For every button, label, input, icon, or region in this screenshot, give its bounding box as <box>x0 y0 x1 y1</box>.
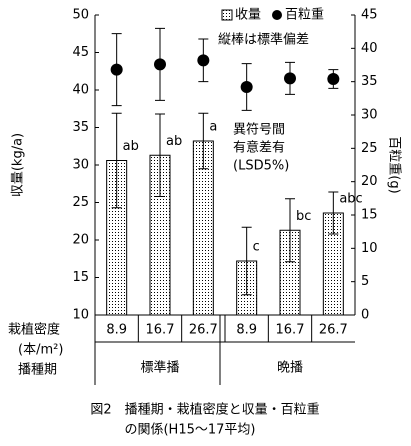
x-tick-label: 26.7 <box>319 323 348 338</box>
row-label: 播種期 <box>18 362 57 378</box>
y2-tick-label: 20 <box>361 174 378 189</box>
data-label: ab <box>123 139 139 154</box>
y-tick-label: 45 <box>72 45 89 60</box>
y-tick-label: 35 <box>72 120 89 135</box>
data-label: bc <box>296 209 311 224</box>
annotation: 有意差有 <box>233 140 285 156</box>
y-tick-label: 15 <box>72 270 89 285</box>
point <box>327 73 340 85</box>
caption: の関係(H15～17平均) <box>124 423 255 438</box>
y2-tick-label: 45 <box>361 8 378 23</box>
y-axis-label: 収量(kg/a) <box>11 133 26 197</box>
x-tick-label: 8.9 <box>106 323 127 338</box>
legend-label: 百粒重 <box>285 7 324 23</box>
y2-tick-label: 15 <box>361 208 378 223</box>
legend-swatch <box>272 10 282 20</box>
x-tick-label: 16.7 <box>146 323 175 338</box>
point <box>240 81 253 93</box>
data-label: abc <box>339 192 362 207</box>
y2-tick-label: 10 <box>361 241 378 256</box>
y2-tick-label: 30 <box>361 108 378 123</box>
group-label: 晩播 <box>277 361 303 376</box>
y2-tick-label: 0 <box>361 308 369 323</box>
row-label: (本/m²) <box>18 343 63 358</box>
y2-tick-label: 25 <box>361 141 378 156</box>
annotation: (LSD5%) <box>233 159 289 174</box>
y-tick-label: 40 <box>72 83 89 98</box>
x-tick-label: 8.9 <box>236 323 257 338</box>
y-tick-label: 10 <box>72 308 89 323</box>
group-label: 標準播 <box>140 360 179 376</box>
y2-axis-label: 百粒重(g) <box>387 136 403 193</box>
caption: 図2 播種期・栽植密度と収量・百粒重 <box>90 402 319 418</box>
data-label: a <box>209 120 217 135</box>
error-bar <box>111 112 122 209</box>
point <box>110 63 123 76</box>
legend-swatch <box>221 9 233 21</box>
data-label: ab <box>166 134 182 149</box>
error-bar <box>155 113 165 197</box>
x-tick-label: 16.7 <box>276 323 305 338</box>
x-tick-label: 26.7 <box>189 323 218 338</box>
point <box>154 58 166 71</box>
y2-tick-label: 5 <box>361 274 369 289</box>
error-bar <box>328 191 339 235</box>
y-tick-label: 30 <box>72 158 89 173</box>
error-bar <box>198 112 209 170</box>
note: 縦棒は標準偏差 <box>218 32 309 48</box>
legend-label: 收量 <box>235 8 261 23</box>
y2-tick-label: 40 <box>361 41 378 56</box>
data-label: c <box>253 240 260 255</box>
y2-tick-label: 35 <box>361 74 378 89</box>
row-label: 栽植密度 <box>8 322 60 338</box>
y-tick-label: 25 <box>72 195 89 210</box>
y-tick-label: 20 <box>72 233 89 248</box>
point <box>284 72 296 85</box>
annotation: 異符号間 <box>233 122 285 138</box>
y-tick-label: 50 <box>72 8 89 23</box>
error-bar <box>241 226 252 296</box>
error-bar <box>285 198 295 263</box>
point <box>197 54 210 67</box>
